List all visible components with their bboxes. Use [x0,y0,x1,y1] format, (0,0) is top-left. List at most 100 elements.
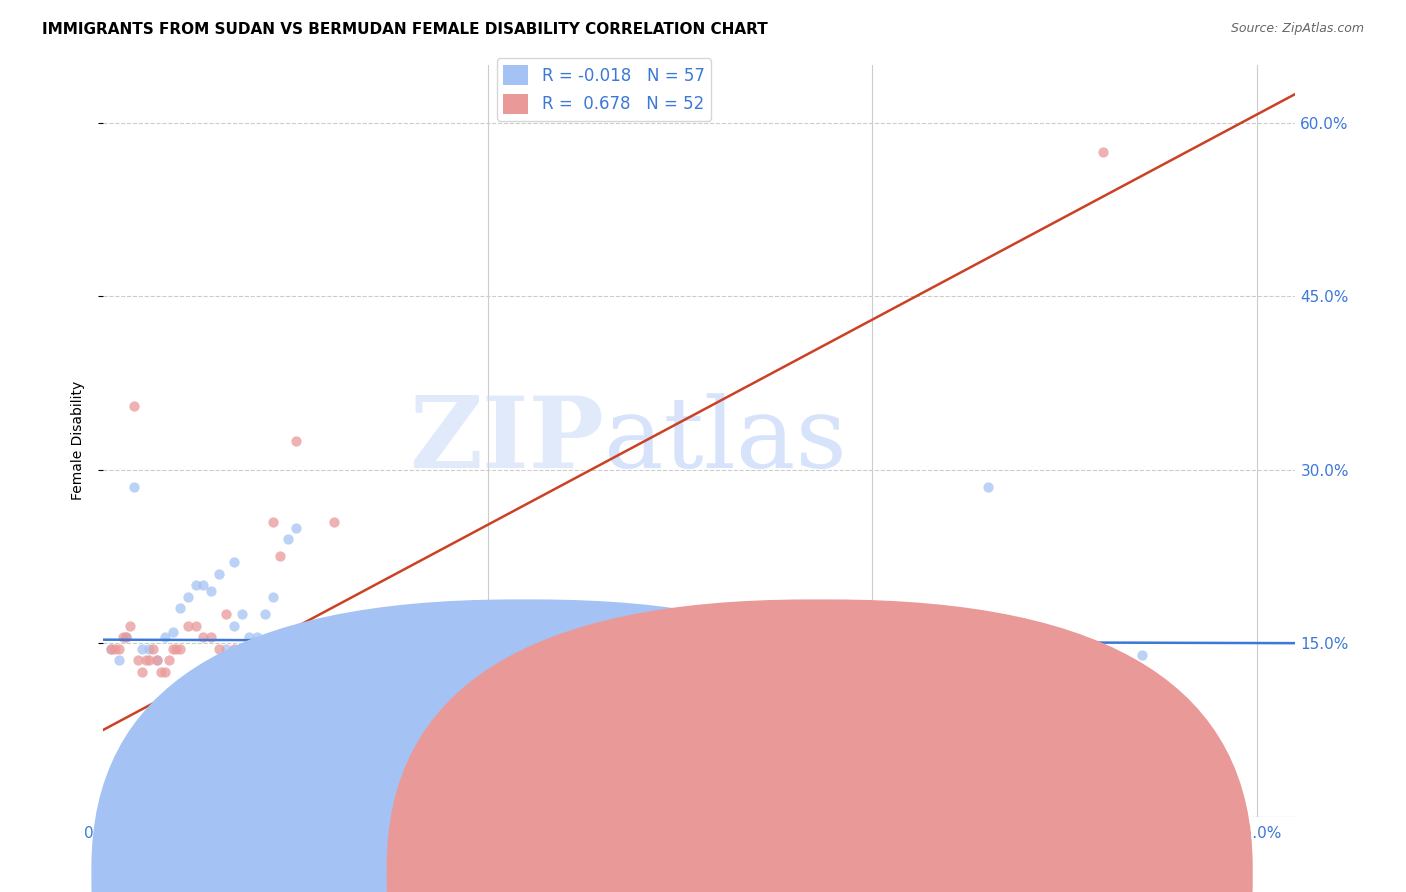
Point [231,642,253,657]
Point [153,665,176,679]
Point [107,642,129,657]
Point [299,653,322,667]
Point [415,665,437,679]
Point [315,665,337,679]
Point [165,642,187,657]
Point [107,653,129,667]
Text: Bermudans: Bermudans [821,857,908,872]
Point [477,688,499,702]
Point [122,480,145,494]
Point [184,578,207,592]
Point [169,642,191,657]
Point [353,659,375,673]
Point [215,607,238,622]
Point [115,631,138,645]
Point [104,642,127,657]
Text: atlas: atlas [605,392,846,489]
Point [308,642,330,657]
Point [1092,145,1115,159]
Y-axis label: Female Disability: Female Disability [72,381,86,500]
Point [515,699,537,714]
Point [446,688,468,702]
Point [346,711,368,725]
Point [361,665,384,679]
Point [292,665,315,679]
Point [592,694,614,708]
Point [177,590,200,604]
Point [238,631,260,645]
Point [169,601,191,615]
Point [100,642,122,657]
Point [977,480,1000,494]
Point [208,642,231,657]
Point [430,711,453,725]
Point [977,699,1000,714]
Point [569,699,592,714]
Point [135,653,157,667]
Point [162,642,184,657]
Point [111,631,134,645]
Point [208,566,231,581]
Point [399,676,422,690]
Point [323,515,346,529]
Point [439,648,461,662]
Point [423,699,446,714]
Point [262,590,284,604]
Point [415,676,437,690]
Point [269,549,291,564]
Point [277,653,299,667]
Point [308,624,330,639]
Text: ZIP: ZIP [409,392,605,490]
Point [339,665,361,679]
Point [115,631,138,645]
Point [146,653,169,667]
Point [193,631,215,645]
Point [284,520,307,534]
Point [162,624,184,639]
Point [377,699,399,714]
Point [246,631,269,645]
Point [153,631,176,645]
Point [384,676,406,690]
Point [215,642,238,657]
Legend: R = -0.018   N = 57, R =  0.678   N = 52: R = -0.018 N = 57, R = 0.678 N = 52 [496,58,711,120]
Point [138,653,160,667]
Point [477,688,499,702]
Point [222,642,245,657]
Text: IMMIGRANTS FROM SUDAN VS BERMUDAN FEMALE DISABILITY CORRELATION CHART: IMMIGRANTS FROM SUDAN VS BERMUDAN FEMALE… [42,22,768,37]
Point [515,699,537,714]
Point [368,676,391,690]
Point [200,631,222,645]
Point [100,642,122,657]
Point [323,659,346,673]
Point [200,584,222,599]
Point [177,619,200,633]
Point [127,653,149,667]
Point [346,642,368,657]
Point [277,532,299,546]
Point [222,555,245,569]
Point [554,711,576,725]
Point [461,757,484,772]
Point [231,607,253,622]
Point [122,399,145,413]
Point [246,653,269,667]
Text: Immigrants from Sudan: Immigrants from Sudan [529,857,709,872]
Point [131,642,153,657]
Point [569,711,592,725]
Point [492,676,515,690]
Point [339,665,361,679]
Point [146,653,169,667]
Point [253,607,276,622]
Point [120,619,142,633]
Point [149,665,172,679]
Point [184,619,207,633]
Point [530,711,553,725]
Point [454,694,477,708]
Point [330,676,353,690]
Point [253,665,276,679]
Point [399,665,422,679]
Point [138,642,160,657]
Point [131,665,153,679]
Point [269,642,291,657]
